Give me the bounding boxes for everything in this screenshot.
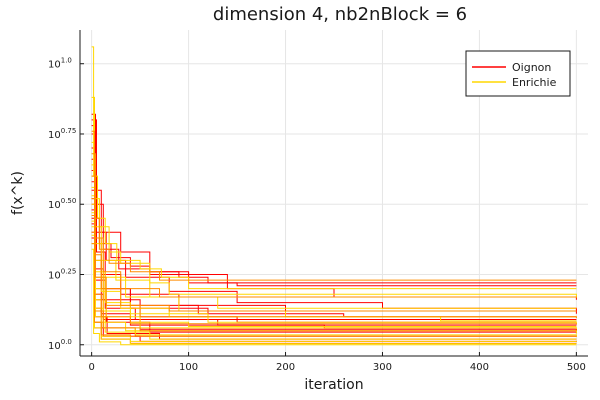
y-tick-label: 100.25 xyxy=(48,268,76,282)
series-line xyxy=(91,125,577,287)
series-line xyxy=(91,130,577,281)
legend-box xyxy=(465,50,571,97)
series-line xyxy=(91,203,577,329)
series-line xyxy=(91,96,577,297)
y-tick-label: 100.50 xyxy=(48,197,76,211)
series-line xyxy=(91,189,577,326)
x-ticks: 0 100 200 300 400 500 xyxy=(88,352,586,373)
series-line xyxy=(91,113,577,284)
y-tick-label: 100.0 xyxy=(48,338,72,352)
series-line xyxy=(91,195,577,327)
y-tick-label: 100.75 xyxy=(48,127,76,141)
chart-title: dimension 4, nb2nBlock = 6 xyxy=(213,4,467,25)
x-tick-label: 100 xyxy=(179,362,198,373)
series-line xyxy=(91,147,577,311)
series-line xyxy=(91,186,577,324)
x-tick-label: 500 xyxy=(567,362,586,373)
series-line xyxy=(91,243,577,337)
x-tick-label: 400 xyxy=(470,362,489,373)
series-line xyxy=(91,231,577,332)
series-line xyxy=(91,198,577,319)
series-line xyxy=(91,181,577,323)
series-line xyxy=(91,198,577,334)
series-line xyxy=(91,209,577,331)
x-tick-label: 300 xyxy=(373,362,392,373)
y-tick-label: 101.0 xyxy=(48,57,72,71)
legend-label: Oignon xyxy=(512,61,551,74)
series-line xyxy=(91,248,577,346)
plot-series xyxy=(91,46,577,346)
x-axis-label: iteration xyxy=(304,377,363,393)
x-tick-label: 200 xyxy=(276,362,295,373)
series-line xyxy=(91,119,577,300)
series-extra-2 xyxy=(91,130,577,337)
axes xyxy=(79,30,588,357)
series-line xyxy=(91,212,577,334)
y-axis-label: f(x^k) xyxy=(10,171,26,215)
series-line xyxy=(91,175,577,322)
legend-label: Enrichie xyxy=(512,76,557,89)
series-line xyxy=(91,133,577,314)
x-tick-label: 0 xyxy=(88,362,94,373)
legend: Oignon Enrichie xyxy=(465,50,571,97)
series-oignon xyxy=(91,113,577,344)
y-ticks: 100.0 100.25 100.50 100.75 101.0 xyxy=(48,57,84,352)
series-line xyxy=(91,153,577,299)
